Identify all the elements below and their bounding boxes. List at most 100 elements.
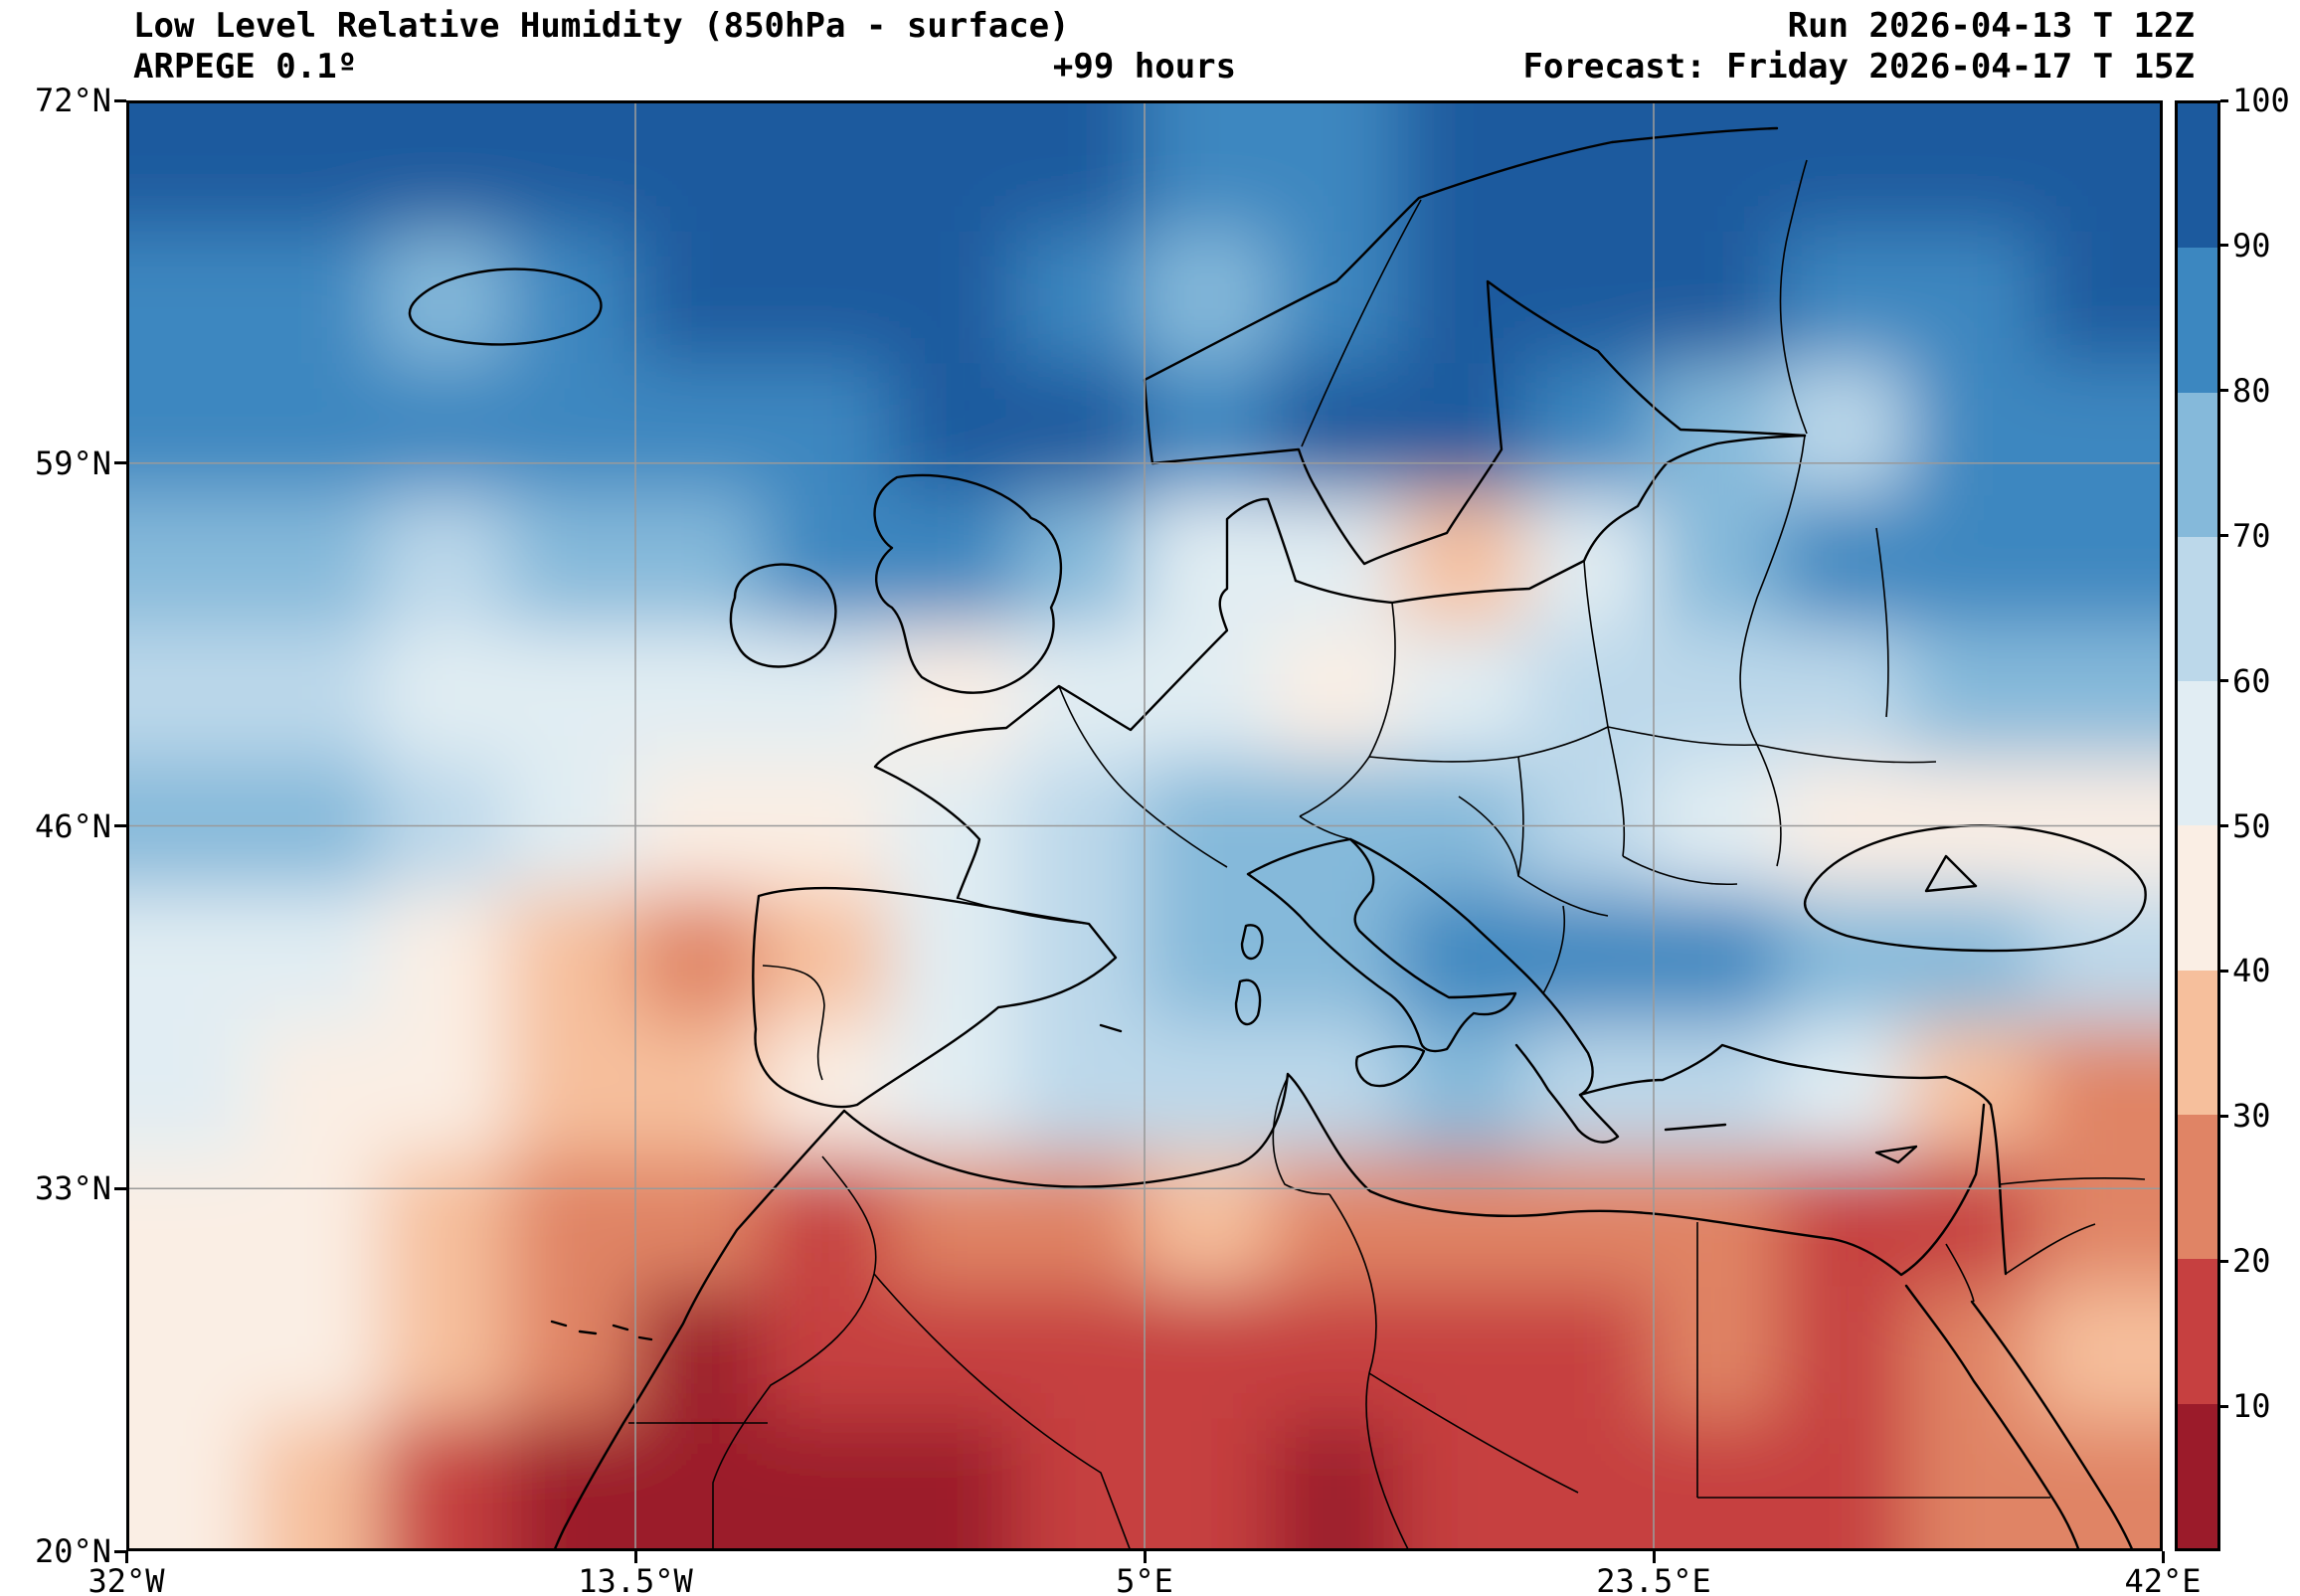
humidity-cell [1907, 1286, 2036, 1421]
humidity-cell [253, 1286, 382, 1421]
humidity-cell [126, 231, 255, 366]
humidity-cell [1016, 494, 1146, 629]
humidity-cell [126, 100, 255, 234]
humidity-cell [1144, 1022, 1273, 1157]
y-axis-label: 59°N [34, 443, 111, 482]
humidity-cell [634, 494, 764, 629]
humidity-cell [1525, 231, 1655, 366]
humidity-cell [1780, 494, 1909, 629]
x-axis-label: 32°W [88, 1562, 165, 1596]
humidity-cell [1271, 1418, 1400, 1551]
humidity-cell [1780, 231, 1909, 366]
colorbar-segment [2178, 536, 2217, 682]
humidity-cell [1653, 1022, 1782, 1157]
humidity-cell [507, 626, 636, 762]
humidity-cell [1144, 1286, 1273, 1421]
colorbar-tick [2220, 969, 2228, 973]
humidity-cell [1907, 494, 2036, 629]
humidity-cell [634, 626, 764, 762]
colorbar-label: 30 [2232, 1097, 2271, 1136]
y-axis-tick [114, 1186, 126, 1190]
colorbar-segment [2178, 248, 2217, 393]
humidity-cell [2035, 890, 2163, 1025]
humidity-cell [1907, 626, 2036, 762]
humidity-cell [889, 494, 1018, 629]
humidity-cell [1016, 1022, 1146, 1157]
lead-time-label: +99 hours [1052, 47, 1237, 87]
humidity-cell [1525, 1418, 1655, 1551]
humidity-cell [1144, 1154, 1273, 1289]
humidity-cell [1907, 231, 2036, 366]
gridlines-layer [126, 100, 2163, 1551]
humidity-cell [762, 363, 891, 497]
humidity-cell [507, 1154, 636, 1289]
humidity-cell [126, 1154, 255, 1289]
humidity-cell [1016, 1286, 1146, 1421]
colorbar [2175, 100, 2220, 1551]
colorbar-tick [2220, 244, 2228, 248]
colorbar-tick [2220, 1259, 2228, 1263]
colorbar-label: 70 [2232, 516, 2271, 555]
humidity-cell [1653, 494, 1782, 629]
humidity-cell [507, 100, 636, 234]
humidity-cell [889, 1154, 1018, 1289]
humidity-cell [1016, 363, 1146, 497]
colorbar-tick [2220, 824, 2228, 827]
humidity-cell [253, 1154, 382, 1289]
humidity-cell [1525, 494, 1655, 629]
humidity-cell [2035, 1022, 2163, 1157]
colorbar-segment [2178, 1403, 2217, 1548]
coastlines-layer [408, 126, 2147, 1551]
x-axis-label: 42°E [2124, 1562, 2202, 1596]
humidity-cell [1398, 100, 1527, 234]
map-border [126, 100, 2163, 1551]
humidity-cell [1653, 100, 1782, 234]
x-axis-tick [633, 1551, 637, 1563]
humidity-cell [1525, 363, 1655, 497]
colorbar-label: 100 [2232, 82, 2290, 119]
humidity-cell [889, 1022, 1018, 1157]
humidity-cell [253, 100, 382, 234]
humidity-cell [1398, 494, 1527, 629]
y-axis-label: 46°N [34, 806, 111, 845]
humidity-cell [1525, 890, 1655, 1025]
humidity-cell [1398, 1022, 1527, 1157]
humidity-cell [1271, 1154, 1400, 1289]
humidity-cell [1780, 626, 1909, 762]
humidity-cell [2035, 494, 2163, 629]
humidity-cell [507, 494, 636, 629]
humidity-cell [1271, 100, 1400, 234]
colorbar-label: 40 [2232, 952, 2271, 990]
colorbar-segment [2178, 1115, 2217, 1260]
humidity-cell [1271, 1286, 1400, 1421]
humidity-cell [1780, 1022, 1909, 1157]
y-axis-tick [114, 461, 126, 465]
y-axis-tick [114, 1549, 126, 1553]
x-axis-label: 23.5°E [1596, 1562, 1711, 1596]
humidity-cell [1144, 494, 1273, 629]
humidity-cell [1144, 1418, 1273, 1551]
humidity-cell [2035, 1286, 2163, 1421]
colorbar-segment [2178, 970, 2217, 1116]
humidity-cell [126, 1286, 255, 1421]
humidity-cell [1271, 890, 1400, 1025]
humidity-cell [762, 231, 891, 366]
humidity-cell [2035, 1154, 2163, 1289]
humidity-cell [1016, 626, 1146, 762]
humidity-cell [1398, 231, 1527, 366]
colorbar-tick [2220, 98, 2228, 102]
humidity-cell [1907, 100, 2036, 234]
humidity-cell [1653, 626, 1782, 762]
humidity-cell [1016, 1154, 1146, 1289]
colorbar-segment [2178, 103, 2217, 249]
humidity-cell [253, 626, 382, 762]
humidity-cell [1653, 1286, 1782, 1421]
humidity-cell [634, 363, 764, 497]
x-axis-tick [2161, 1551, 2165, 1563]
colorbar-label: 90 [2232, 226, 2271, 265]
colorbar-segment [2178, 825, 2217, 971]
humidity-cell [1016, 890, 1146, 1025]
humidity-cell [762, 494, 891, 629]
y-axis-tick [114, 824, 126, 827]
humidity-cell [507, 1022, 636, 1157]
